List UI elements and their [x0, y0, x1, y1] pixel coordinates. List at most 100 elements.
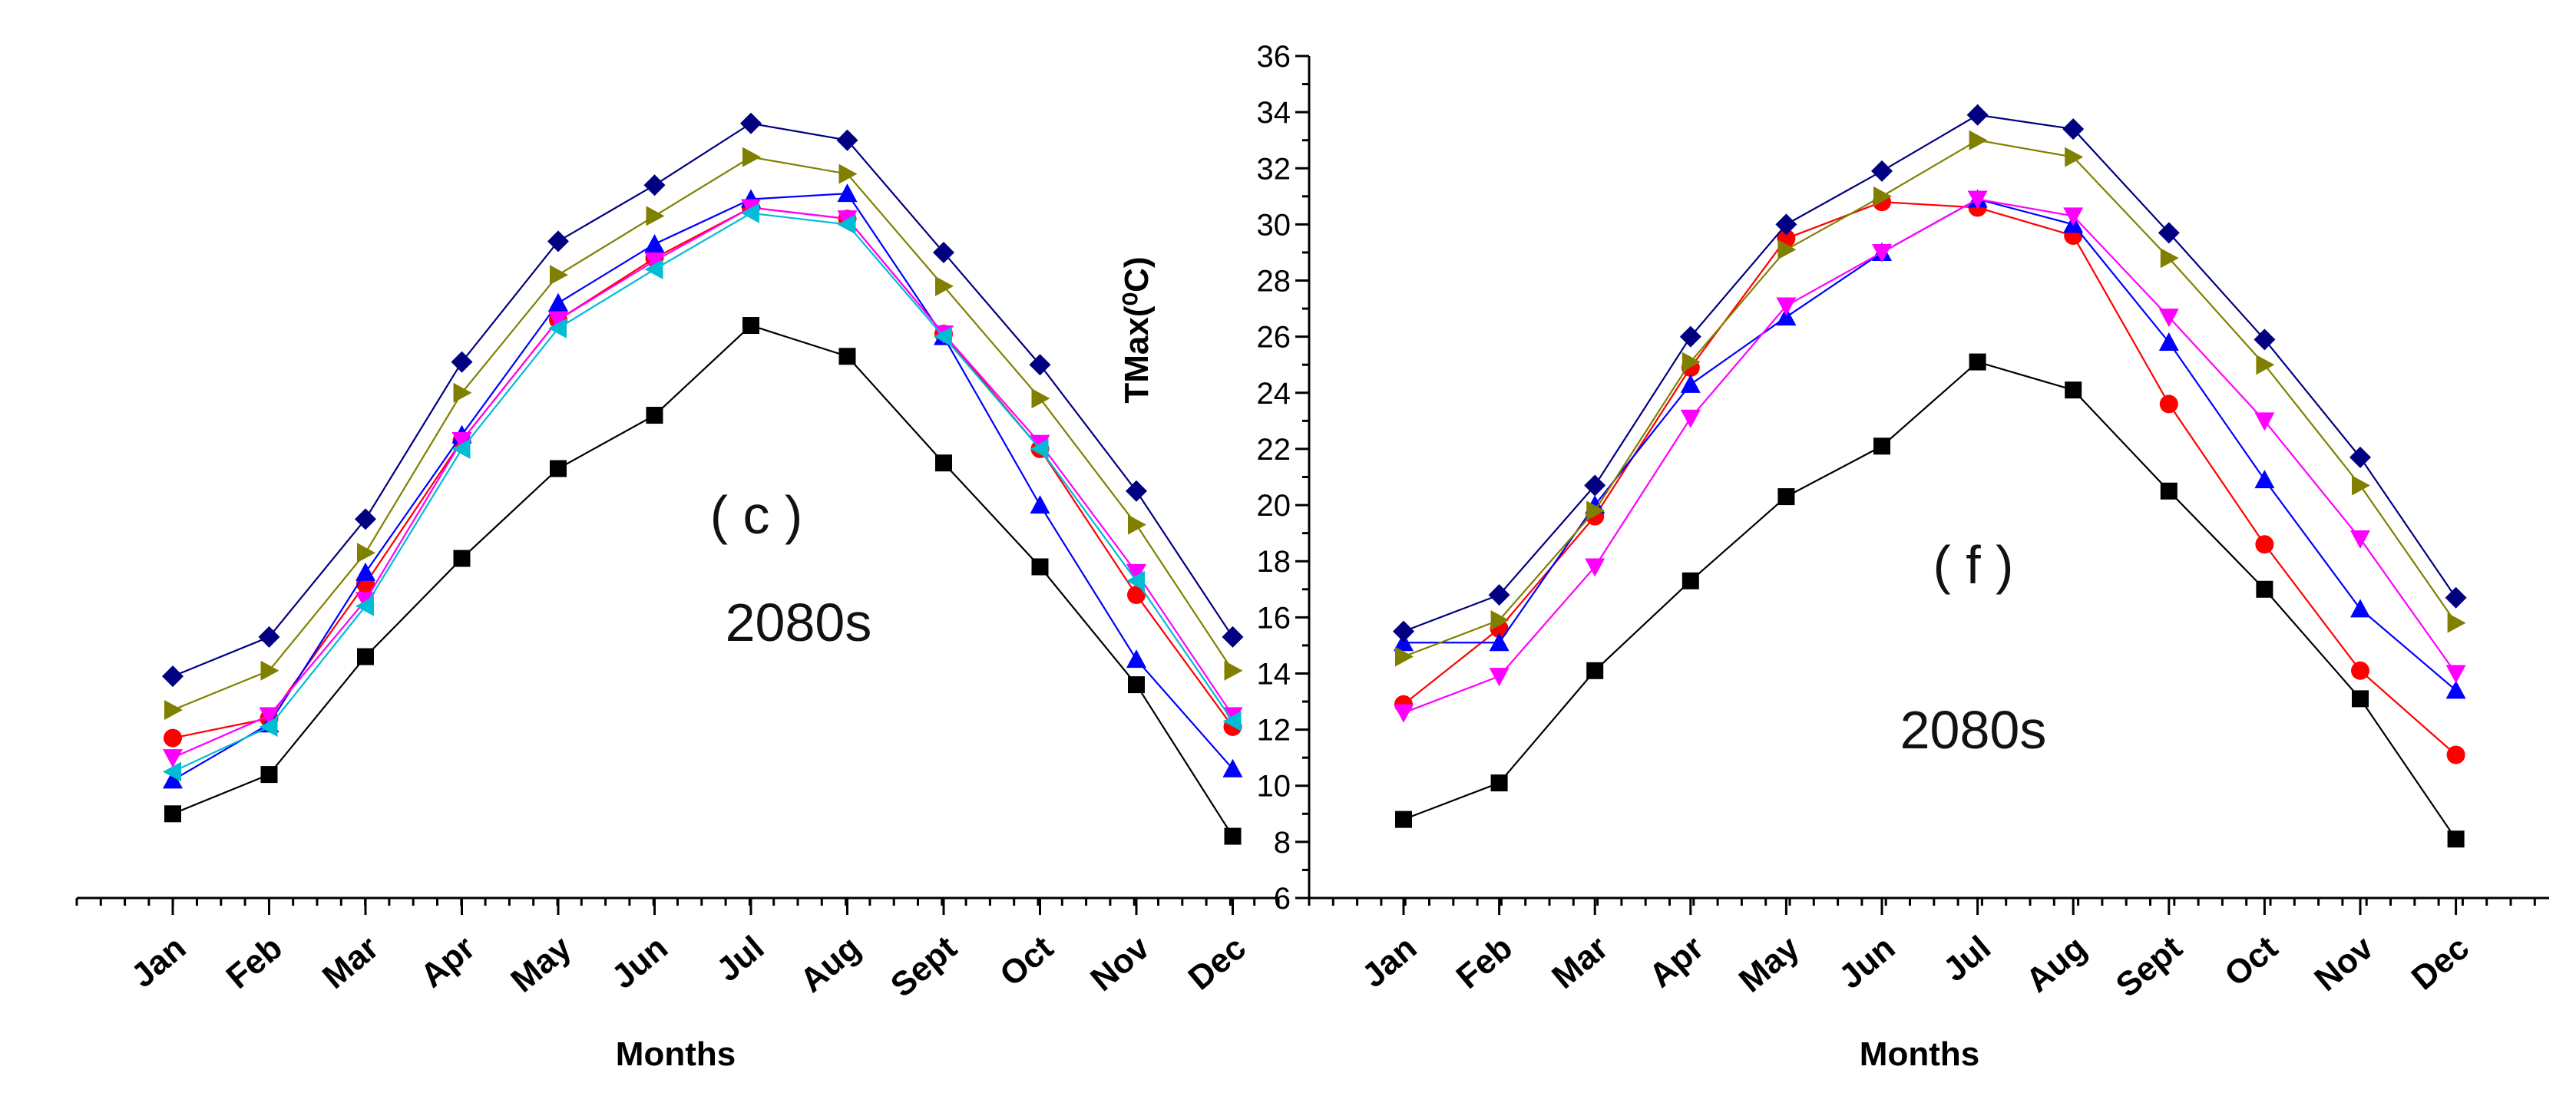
data-point	[548, 292, 568, 312]
data-point	[1029, 354, 1051, 376]
data-point	[2160, 482, 2178, 500]
data-point	[2254, 470, 2275, 489]
data-point	[1126, 570, 1145, 591]
x-tick-label: Oct	[2217, 929, 2285, 994]
data-point	[1776, 297, 1797, 316]
data-point	[355, 596, 374, 616]
data-point	[548, 311, 568, 330]
x-tick-label: Jul	[1936, 929, 1998, 989]
data-point	[2350, 530, 2370, 549]
data-point	[935, 454, 952, 472]
data-point	[740, 112, 762, 134]
series-7	[163, 203, 1242, 782]
data-point	[1489, 668, 1510, 687]
x-tick-label: Dec	[2405, 929, 2476, 997]
data-point	[741, 203, 759, 223]
data-point	[1126, 563, 1146, 583]
y-tick-label: 20	[1257, 489, 1291, 523]
series-5	[164, 147, 1243, 721]
data-point	[933, 241, 954, 263]
x-axis-title: Months	[616, 1035, 736, 1073]
data-point	[1966, 104, 1989, 126]
series-3	[1394, 189, 2466, 699]
data-point	[1489, 632, 1510, 652]
data-point	[162, 665, 184, 688]
data-point	[2256, 580, 2273, 598]
data-point	[2256, 355, 2275, 375]
x-tick-label: Sept	[884, 929, 964, 1005]
data-point	[1679, 325, 1701, 348]
x-tick-label: Feb	[1450, 929, 1519, 996]
series-5	[1395, 130, 2466, 667]
x-tick-label: Apr	[413, 929, 482, 995]
series-line	[172, 156, 1234, 711]
data-point	[2351, 661, 2369, 680]
x-tick-label: May	[504, 929, 578, 1000]
data-point	[1394, 704, 1414, 723]
data-point	[1393, 620, 1414, 642]
data-point	[453, 382, 472, 403]
data-point	[1128, 514, 1146, 535]
data-point	[2255, 535, 2274, 554]
y-tick-label: 28	[1257, 265, 1291, 299]
data-point	[1586, 500, 1605, 521]
data-point	[1682, 572, 1699, 589]
y-tick-label: 36	[1257, 40, 1291, 74]
data-point	[1222, 711, 1242, 731]
series-line	[1403, 198, 2457, 714]
data-point	[1224, 827, 1242, 845]
data-point	[1967, 190, 1988, 210]
series-line	[172, 193, 1234, 781]
data-point	[1488, 584, 1510, 606]
data-point	[836, 129, 858, 151]
data-point	[2447, 830, 2465, 848]
data-point	[2065, 381, 2082, 399]
data-point	[1224, 660, 1243, 681]
y-tick-label: 24	[1257, 377, 1291, 411]
data-point	[1030, 495, 1050, 514]
series-6	[162, 112, 1244, 688]
x-tick-label: Jun	[605, 929, 675, 996]
data-point	[1127, 586, 1146, 605]
y-tick-label: 18	[1257, 545, 1291, 579]
x-tick-label: Apr	[1642, 929, 1711, 995]
data-point	[1031, 558, 1049, 576]
data-point	[2158, 309, 2179, 328]
data-point	[2254, 412, 2275, 431]
data-point	[1871, 160, 1893, 182]
y-axis-title: TMax(⁰C)	[1118, 256, 1156, 403]
series-4	[1394, 190, 2466, 723]
data-point	[451, 438, 471, 459]
data-point	[1030, 438, 1049, 459]
data-point	[2158, 222, 2180, 244]
data-point	[1873, 186, 1892, 206]
data-point	[355, 562, 375, 581]
data-point	[1395, 811, 1412, 828]
data-point	[2446, 745, 2465, 764]
data-point	[2065, 147, 2084, 167]
data-point	[1490, 609, 1510, 630]
series-line	[1404, 198, 2457, 692]
data-point	[1777, 239, 1797, 260]
chart-panel-c: Jan Feb Mar Apr May Jun Jul Aug Sept Oct Nov Dec Mon…	[75, 112, 1280, 1073]
data-point	[644, 233, 665, 253]
data-point	[2159, 395, 2178, 414]
y-tick-label: 6	[1274, 882, 1291, 916]
data-point	[1128, 676, 1145, 694]
x-tick-label: Dec	[1182, 929, 1253, 997]
data-point	[357, 543, 375, 563]
data-point	[355, 508, 376, 530]
data-point	[2160, 248, 2179, 269]
data-point	[644, 259, 663, 279]
data-point	[547, 230, 569, 253]
data-point	[259, 707, 279, 726]
series-line	[172, 206, 1234, 739]
data-point	[548, 318, 567, 338]
data-point	[1126, 480, 1147, 502]
x-tick-label: Jun	[1832, 929, 1902, 996]
y-tick-label: 16	[1257, 601, 1291, 635]
x-tick-label: Feb	[220, 929, 289, 996]
series-3	[163, 183, 1243, 789]
data-point	[837, 214, 856, 235]
